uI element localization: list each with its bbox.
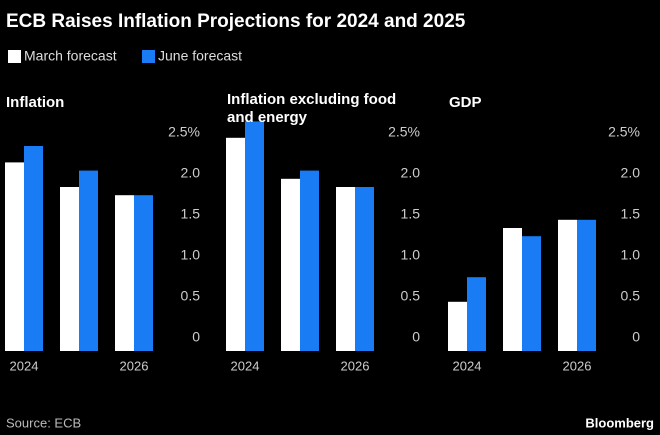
y-tick-label: 2.5% xyxy=(168,124,200,140)
x-tick-label: 2024 xyxy=(231,358,260,373)
y-tick-label: 2.5% xyxy=(608,124,640,140)
panel-title: Inflation xyxy=(6,94,65,111)
bar xyxy=(336,187,355,351)
y-tick-label: 0.5 xyxy=(621,288,641,304)
bar xyxy=(281,178,300,351)
y-tick-label: 2.0 xyxy=(181,165,201,181)
bar xyxy=(503,228,522,351)
chart-title: ECB Raises Inflation Projections for 202… xyxy=(6,11,466,32)
y-tick-label: 1.0 xyxy=(621,247,641,263)
bar xyxy=(5,162,24,351)
y-tick-label: 0 xyxy=(412,329,420,345)
x-tick-label: 2024 xyxy=(10,358,39,373)
credit: Bloomberg xyxy=(585,415,654,430)
legend-swatch xyxy=(142,50,155,63)
y-tick-label: 2.0 xyxy=(621,165,641,181)
x-tick-label: 2026 xyxy=(120,358,149,373)
bar xyxy=(448,301,467,351)
y-tick-label: 2.5% xyxy=(388,124,420,140)
panel-title: GDP xyxy=(449,94,482,111)
bar xyxy=(79,170,98,351)
y-tick-label: 2.0 xyxy=(401,165,421,181)
y-tick-label: 0.5 xyxy=(401,288,421,304)
bar xyxy=(245,121,264,352)
y-tick-label: 0.5 xyxy=(181,288,201,304)
source: Source: ECB xyxy=(6,415,81,430)
y-tick-label: 1.5 xyxy=(181,206,201,222)
bar xyxy=(522,236,541,351)
bar xyxy=(115,195,134,351)
y-tick-label: 1.5 xyxy=(621,206,641,222)
bar xyxy=(577,219,596,351)
bar xyxy=(24,146,43,351)
x-tick-label: 2026 xyxy=(563,358,592,373)
bar xyxy=(300,170,319,351)
x-tick-label: 2024 xyxy=(453,358,482,373)
y-tick-label: 0 xyxy=(632,329,640,345)
bar xyxy=(134,195,153,351)
bar xyxy=(467,277,486,351)
y-tick-label: 1.5 xyxy=(401,206,421,222)
legend-swatch xyxy=(8,50,21,63)
y-tick-label: 1.0 xyxy=(401,247,421,263)
bar xyxy=(60,187,79,351)
y-tick-label: 1.0 xyxy=(181,247,201,263)
legend-label: March forecast xyxy=(24,48,117,64)
bar xyxy=(558,219,577,351)
y-tick-label: 0 xyxy=(192,329,200,345)
panel-title: Inflation excluding food and energy xyxy=(227,91,397,126)
legend-label: June forecast xyxy=(158,48,242,64)
bar xyxy=(226,137,245,351)
x-tick-label: 2026 xyxy=(341,358,370,373)
bar xyxy=(355,187,374,351)
